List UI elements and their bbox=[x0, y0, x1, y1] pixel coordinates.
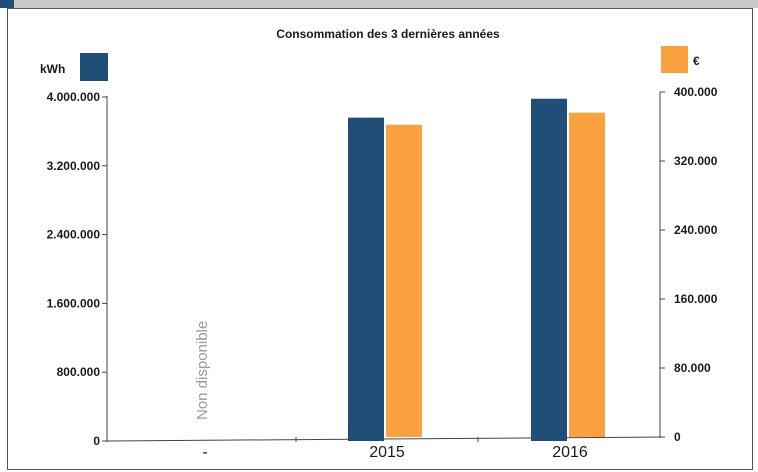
bars bbox=[348, 98, 605, 441]
right-axis-ticks: 0 80.000 160.000 240.000 320.000 400.000 bbox=[660, 85, 718, 444]
right-tick-label: 0 bbox=[674, 430, 681, 444]
category-label: 2016 bbox=[552, 444, 588, 461]
left-tick-label: 3.200.000 bbox=[47, 159, 101, 173]
left-tick-label: 800.000 bbox=[57, 365, 101, 379]
right-tick-label: 240.000 bbox=[674, 223, 718, 237]
bar-eur bbox=[569, 112, 605, 437]
left-tick-label: 0 bbox=[93, 434, 100, 448]
x-axis-line bbox=[106, 436, 665, 442]
bar-kwh bbox=[348, 117, 384, 441]
right-tick-label: 400.000 bbox=[674, 85, 718, 99]
chart-title: Consommation des 3 dernières années bbox=[276, 27, 500, 41]
not-available-annotation: Non disponible bbox=[194, 321, 211, 420]
legend-swatch-kwh bbox=[80, 53, 108, 81]
left-tick-label: 1.600.000 bbox=[47, 296, 101, 310]
top-strip bbox=[0, 0, 758, 8]
right-tick-label: 320.000 bbox=[674, 154, 718, 168]
right-tick-label: 80.000 bbox=[674, 361, 711, 375]
category-labels: - 2015 2016 bbox=[202, 437, 588, 461]
left-tick-label: 4.000.000 bbox=[47, 90, 101, 104]
right-axis-unit-label: € bbox=[693, 54, 700, 68]
top-accent bbox=[0, 0, 14, 8]
category-label: - bbox=[202, 444, 207, 461]
legend-swatch-eur bbox=[661, 46, 688, 73]
chart-frame bbox=[7, 8, 753, 470]
right-tick-label: 160.000 bbox=[674, 292, 718, 306]
bar-kwh bbox=[531, 98, 567, 441]
left-axis-ticks: 0 800.000 1.600.000 2.400.000 3.200.000 4.000… bbox=[47, 90, 107, 448]
category-label: 2015 bbox=[369, 444, 405, 461]
left-axis-unit-label: kWh bbox=[40, 62, 65, 76]
bar-eur bbox=[386, 124, 422, 438]
left-tick-label: 2.400.000 bbox=[47, 228, 101, 242]
